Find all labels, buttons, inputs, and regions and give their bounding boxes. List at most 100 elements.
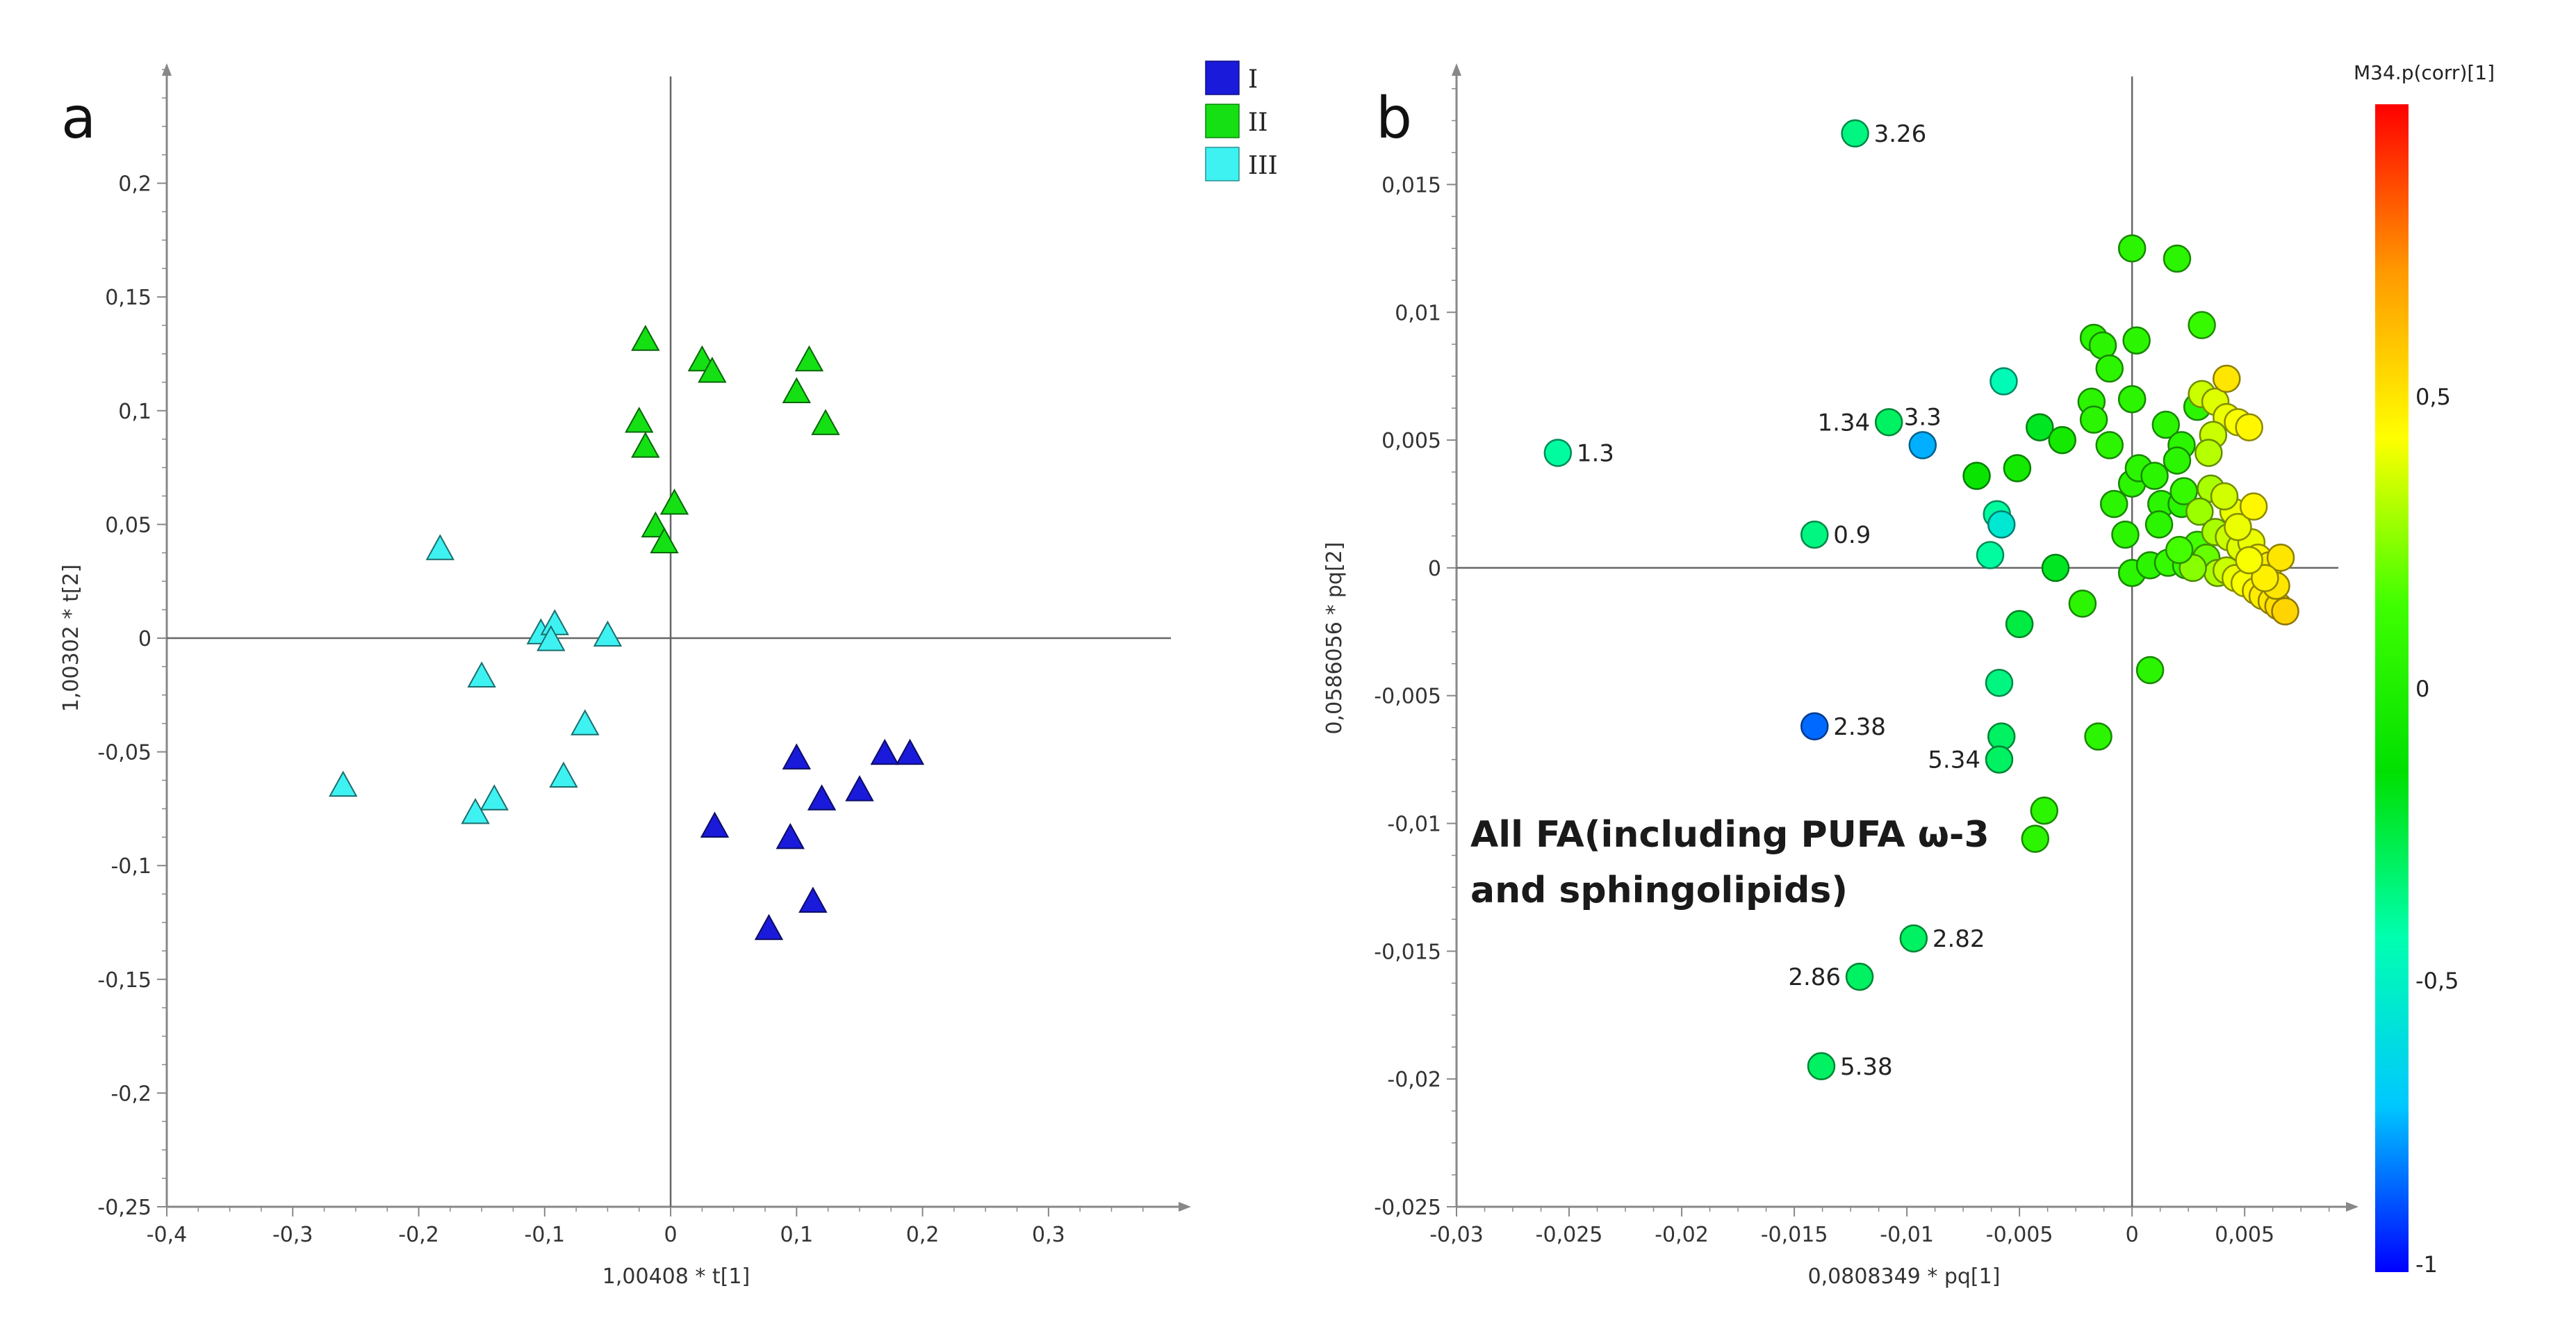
data-point <box>2003 454 2032 482</box>
point-label: 1.3 <box>1577 439 1614 467</box>
labeled-point <box>1543 439 1573 467</box>
legend-swatch-I <box>1205 60 1240 95</box>
data-point <box>2122 326 2151 355</box>
legend-label-I: I <box>1248 65 1258 94</box>
panel-a-plot: a -0,4 -0,3 -0,2 -0,1 0 0,1 0,2 0,3-0,25-0,2-0,… <box>59 60 1278 1289</box>
x-tick-label: 0,2 <box>906 1223 940 1247</box>
data-point <box>2068 589 2097 618</box>
x-tick-label: -0,015 <box>1761 1223 1828 1247</box>
labeled-point <box>1807 1052 1836 1081</box>
data-point <box>2099 489 2128 519</box>
y-tick-label: -0,2 <box>110 1082 151 1106</box>
x-tick-label: 0,005 <box>2215 1223 2274 1247</box>
point-label: 0.9 <box>1833 521 1871 549</box>
y-tick-label: 0,1 <box>118 400 151 424</box>
panel-b-x-label: 0,0808349 * pq[1] <box>1808 1264 2001 1289</box>
point-label: 3.26 <box>1874 120 1927 148</box>
y-tick-label: -0,02 <box>1387 1068 1441 1092</box>
data-point-II <box>631 432 660 458</box>
panel-a-letter: a <box>61 86 96 152</box>
data-point <box>2048 425 2076 455</box>
data-point-II <box>794 345 824 372</box>
point-label: 5.34 <box>1928 747 1980 774</box>
x-tick-label: -0,2 <box>398 1223 439 1247</box>
data-point <box>2210 482 2239 511</box>
data-point <box>2151 410 2181 439</box>
point-label: 5.38 <box>1840 1053 1893 1081</box>
y-tick-label: 0 <box>1428 557 1441 581</box>
colorbar-tick-label: 0 <box>2415 676 2429 702</box>
data-point <box>2271 597 2299 626</box>
data-point <box>2021 824 2050 853</box>
data-point <box>2163 244 2192 273</box>
data-point-I <box>782 743 812 770</box>
labeled-point <box>1841 119 1869 148</box>
y-tick-label: 0,015 <box>1381 173 1441 197</box>
data-point-III <box>549 761 578 788</box>
colorbar-ticks: -1 -0,5 0 0,5 <box>2415 384 2459 1278</box>
legend-label-III: III <box>1248 152 1278 180</box>
y-tick-label: -0,015 <box>1374 940 1441 964</box>
data-point-II <box>698 357 727 383</box>
data-point <box>2084 722 2113 751</box>
data-point <box>1987 510 2016 539</box>
y-tick-label: -0,15 <box>97 968 151 993</box>
data-point-I <box>870 738 899 765</box>
data-point-III <box>536 625 566 651</box>
data-point <box>2005 610 2034 639</box>
data-point-I <box>754 913 784 941</box>
data-point <box>2030 796 2059 825</box>
panel-b-points: 3.26 1.3 1.34 3.3 0.9 2.38 5.34 2.82 2.86 5.38 <box>1543 119 2299 1081</box>
x-tick-label: -0,01 <box>1880 1223 1934 1247</box>
data-point <box>1985 669 2014 697</box>
x-tick-label: -0,025 <box>1536 1223 1603 1247</box>
x-tick-label: -0,1 <box>525 1223 566 1247</box>
data-point-II <box>811 409 840 435</box>
labeled-point <box>1845 962 1874 991</box>
data-point <box>2239 492 2268 521</box>
data-point <box>2251 564 2279 592</box>
y-tick-label: -0,05 <box>97 741 151 765</box>
annotation-line-2: and sphingolipids) <box>1470 870 1848 911</box>
y-tick-label: -0,25 <box>97 1196 151 1220</box>
panel-b-y-label: 0,0586056 * pq[2] <box>1322 542 1347 735</box>
y-tick-label: 0,15 <box>105 286 151 310</box>
data-point <box>2026 413 2054 441</box>
x-tick-label: -0,005 <box>1986 1223 2053 1247</box>
data-point <box>2266 543 2295 572</box>
labeled-point <box>1985 745 2014 774</box>
data-point-I <box>895 738 925 765</box>
colorbar-gradient <box>2375 104 2409 1272</box>
y-tick-label: 0,2 <box>118 172 151 197</box>
x-tick-label: -0,02 <box>1655 1223 1709 1247</box>
colorbar-tick-label: -1 <box>2415 1251 2438 1278</box>
data-point-III <box>479 784 509 811</box>
colorbar-tick-label: 0,5 <box>2415 384 2451 410</box>
labeled-point <box>1800 712 1829 741</box>
data-point-II <box>782 377 812 404</box>
data-point-III <box>329 770 358 797</box>
data-point <box>2188 311 2216 339</box>
point-label: 3.3 <box>1904 403 1942 431</box>
data-point <box>1962 462 1991 490</box>
labeled-point <box>1874 408 1903 437</box>
x-tick-label: 0,1 <box>780 1223 813 1247</box>
point-label: 2.82 <box>1933 925 1985 953</box>
legend-label-II: II <box>1248 108 1268 137</box>
data-point-III <box>425 534 455 560</box>
data-point <box>2213 364 2241 393</box>
data-point <box>2111 520 2140 549</box>
x-tick-label: 0 <box>664 1223 678 1247</box>
data-point <box>2144 510 2174 539</box>
panel-a-x-label: 1,00408 * t[1] <box>602 1264 750 1289</box>
data-point-II <box>659 488 689 515</box>
data-point-III <box>571 709 600 735</box>
data-point <box>2235 413 2263 441</box>
data-point <box>2165 535 2194 564</box>
data-point <box>2185 497 2214 526</box>
data-point-I <box>798 886 828 913</box>
panel-a-ticks: -0,4 -0,3 -0,2 -0,1 0 0,1 0,2 0,3 -0,25 -0,2 -0,15… <box>97 69 1144 1247</box>
data-point <box>2117 234 2147 263</box>
